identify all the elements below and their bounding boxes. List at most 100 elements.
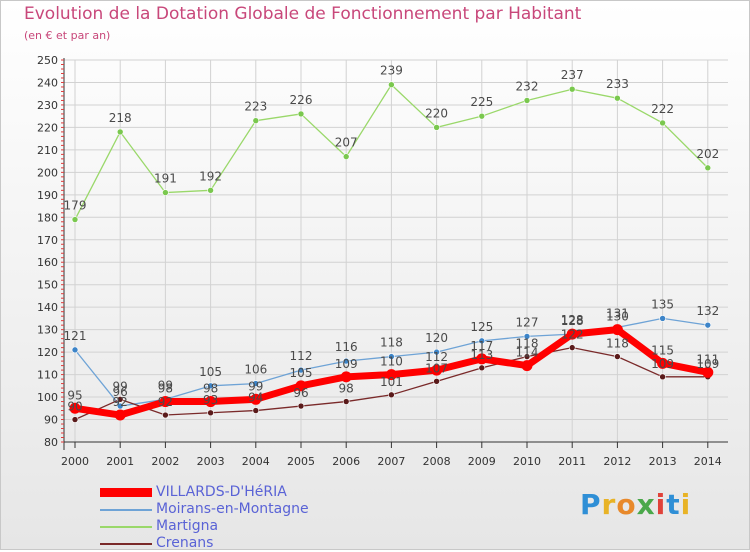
y-tick-label: 120: [37, 346, 58, 359]
data-point-martigna: [523, 97, 531, 104]
data-label-crenans: 109: [651, 357, 674, 371]
data-point-crenans: [478, 364, 486, 372]
data-point-villards-d-h-ria: [611, 324, 623, 336]
data-label-martigna: 237: [561, 68, 584, 82]
data-label-villards-d-h-ria: 117: [470, 339, 493, 353]
data-label-martigna: 222: [651, 102, 674, 116]
line-chart: 8090100110120130140150160170180190200210…: [37, 54, 728, 468]
data-label-martigna: 233: [606, 77, 629, 91]
data-label-martigna: 207: [335, 136, 358, 150]
data-label-moirans-en-montagne: 121: [64, 329, 87, 343]
data-label-crenans: 122: [561, 328, 584, 342]
data-label-villards-d-h-ria: 128: [561, 314, 584, 328]
data-point-martigna: [478, 112, 486, 120]
data-label-moirans-en-montagne: 128: [561, 313, 584, 327]
x-tick-label: 2012: [603, 455, 631, 468]
legend-label: Moirans-en-Montagne: [156, 501, 309, 517]
data-point-moirans-en-montagne: [71, 346, 79, 354]
x-tick-label: 2002: [151, 455, 179, 468]
data-label-martigna: 179: [64, 199, 87, 213]
data-label-crenans: 92: [158, 395, 173, 409]
legend-item: Crenans: [100, 535, 430, 552]
brand-logo: Proxiti: [580, 488, 691, 521]
data-point-martigna: [388, 81, 395, 89]
x-tick-label: 2009: [468, 455, 496, 468]
legend-swatch: [100, 543, 152, 545]
data-label-martigna: 218: [109, 111, 132, 125]
data-label-martigna: 202: [696, 147, 719, 161]
data-label-crenans: 101: [380, 375, 403, 389]
data-point-crenans: [659, 373, 666, 381]
data-label-moirans-en-montagne: 132: [696, 304, 719, 318]
x-tick-label: 2005: [287, 455, 315, 468]
data-label-martigna: 226: [290, 93, 313, 107]
y-tick-label: 210: [37, 144, 58, 157]
data-label-crenans: 90: [67, 400, 82, 414]
x-tick-label: 2008: [423, 455, 451, 468]
data-point-villards-d-h-ria: [340, 371, 352, 383]
data-point-martigna: [614, 94, 621, 102]
data-label-villards-d-h-ria: 99: [248, 379, 263, 393]
data-point-martigna: [162, 189, 169, 196]
y-tick-label: 180: [37, 211, 58, 224]
y-tick-label: 80: [44, 436, 58, 449]
y-tick-label: 130: [37, 324, 58, 337]
chart-subtitle: (en € et par an): [24, 29, 111, 42]
data-point-moirans-en-montagne: [523, 333, 531, 340]
data-point-crenans: [297, 402, 305, 410]
y-tick-label: 240: [37, 76, 58, 89]
data-point-villards-d-h-ria: [69, 402, 81, 414]
brand-letter: o: [616, 488, 637, 521]
legend-label: Crenans: [156, 535, 214, 551]
data-point-crenans: [523, 353, 531, 360]
data-point-martigna: [252, 117, 260, 124]
data-label-moirans-en-montagne: 99: [158, 378, 173, 392]
data-point-crenans: [71, 416, 79, 423]
data-label-moirans-en-montagne: 105: [199, 365, 222, 379]
data-label-moirans-en-montagne: 131: [606, 306, 629, 320]
legend-label: Martigna: [156, 518, 219, 534]
legend-item: VILLARDS-D'HéRIA: [100, 484, 430, 501]
data-label-martigna: 220: [425, 106, 448, 120]
data-label-crenans: 99: [113, 379, 128, 393]
data-label-villards-d-h-ria: 114: [516, 346, 539, 360]
y-tick-label: 220: [37, 121, 58, 134]
data-label-martigna: 191: [154, 172, 177, 186]
data-label-moirans-en-montagne: 135: [651, 297, 674, 311]
y-tick-label: 160: [37, 256, 58, 269]
data-point-villards-d-h-ria: [295, 380, 307, 392]
x-tick-label: 2007: [377, 455, 405, 468]
data-label-crenans: 118: [606, 337, 629, 351]
data-point-crenans: [162, 411, 169, 419]
data-point-villards-d-h-ria: [476, 353, 488, 365]
data-point-martigna: [71, 216, 79, 223]
legend-swatch: [100, 509, 152, 511]
y-tick-label: 110: [37, 369, 58, 382]
data-point-crenans: [342, 398, 350, 405]
data-label-villards-d-h-ria: 110: [380, 355, 403, 369]
y-tick-label: 230: [37, 99, 58, 112]
data-point-moirans-en-montagne: [478, 337, 486, 345]
data-point-moirans-en-montagne: [116, 402, 124, 410]
y-tick-label: 250: [37, 54, 58, 67]
data-point-martigna: [704, 164, 712, 172]
brand-letter: r: [601, 488, 617, 521]
data-label-martigna: 232: [516, 79, 539, 93]
data-point-moirans-en-montagne: [342, 357, 350, 365]
data-label-martigna: 192: [199, 169, 222, 183]
data-point-moirans-en-montagne: [207, 382, 214, 390]
data-label-martigna: 239: [380, 64, 403, 78]
data-point-moirans-en-montagne: [388, 353, 395, 360]
data-point-martigna: [342, 153, 350, 160]
legend-swatch: [100, 488, 152, 497]
chart-legend: VILLARDS-D'HéRIA Moirans-en-Montagne Marti…: [100, 484, 430, 552]
brand-letter: i: [680, 488, 692, 521]
brand-letter: P: [580, 488, 602, 521]
brand-letter: t: [666, 488, 681, 521]
data-point-moirans-en-montagne: [659, 315, 666, 322]
data-label-crenans: 118: [516, 337, 539, 351]
x-tick-label: 2013: [649, 455, 677, 468]
data-label-crenans: 98: [339, 382, 354, 396]
data-point-crenans: [388, 391, 395, 399]
data-label-villards-d-h-ria: 111: [696, 352, 719, 366]
